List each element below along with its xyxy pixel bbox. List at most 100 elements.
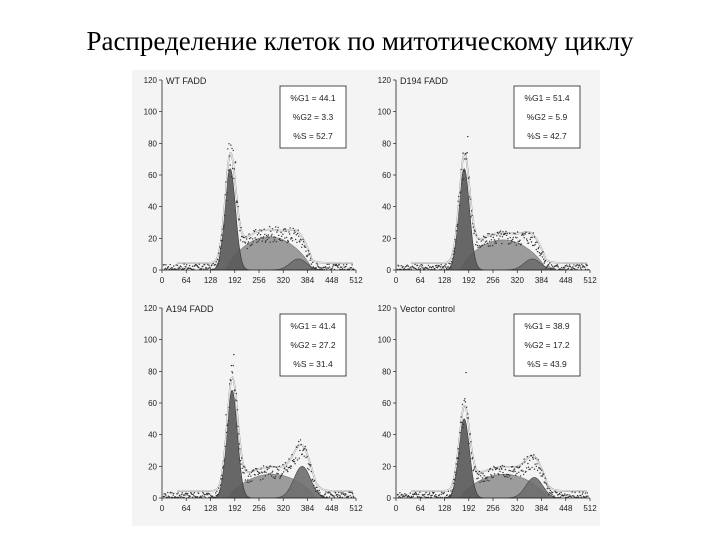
x-tick-label: 128 (204, 504, 218, 513)
data-point (542, 258, 545, 260)
data-point (279, 239, 282, 242)
data-point (566, 494, 568, 496)
data-point (585, 263, 587, 266)
data-point (173, 265, 175, 267)
data-point (325, 267, 327, 269)
data-point (419, 268, 422, 270)
data-point (336, 493, 338, 496)
data-point (473, 468, 475, 471)
data-point (268, 467, 270, 469)
x-tick-label: 0 (160, 504, 165, 513)
data-point (254, 237, 256, 239)
stats-line: %G2 = 27.2 (290, 340, 335, 350)
data-point (299, 439, 302, 441)
data-point (540, 475, 542, 477)
data-point (219, 484, 222, 486)
data-point (563, 494, 565, 496)
data-point (573, 495, 575, 497)
data-point (576, 264, 579, 266)
data-point (460, 168, 462, 171)
x-tick-label: 320 (277, 504, 291, 513)
data-point (250, 471, 253, 473)
data-point (265, 234, 268, 237)
data-point (491, 233, 493, 236)
data-point (221, 240, 223, 242)
data-point (188, 267, 190, 270)
data-point (414, 263, 416, 266)
data-point (487, 476, 489, 478)
data-point (544, 482, 546, 484)
data-point (401, 266, 404, 269)
data-point (479, 245, 482, 248)
data-point (295, 457, 297, 459)
data-point (350, 491, 352, 494)
data-point (352, 493, 354, 495)
fit-envelope-highlight (411, 405, 587, 492)
data-point (210, 495, 213, 498)
data-point (450, 260, 453, 263)
data-point (250, 475, 252, 477)
data-point (289, 465, 291, 467)
data-point (324, 493, 327, 495)
data-point (419, 491, 421, 493)
data-point (316, 489, 319, 491)
stats-box (279, 313, 347, 377)
y-tick-label: 40 (148, 203, 157, 212)
data-point (549, 262, 551, 264)
data-point (268, 237, 270, 239)
data-point (295, 238, 297, 241)
data-point (470, 216, 472, 218)
data-point (579, 265, 581, 267)
data-point (579, 494, 582, 497)
data-point (312, 261, 314, 264)
data-point (552, 491, 554, 494)
data-point (454, 239, 456, 241)
data-point (487, 470, 490, 473)
x-tick-label: 448 (559, 504, 573, 513)
data-point (465, 371, 467, 374)
data-point (297, 444, 299, 446)
data-point (545, 267, 547, 269)
data-point (296, 459, 299, 461)
data-point (482, 235, 485, 237)
data-point (331, 267, 333, 270)
data-point (209, 267, 211, 269)
data-point (327, 267, 330, 269)
data-point (412, 265, 414, 267)
data-point (442, 266, 445, 268)
data-point (328, 263, 330, 266)
data-point (533, 236, 536, 238)
data-point (438, 265, 440, 267)
data-point (273, 239, 276, 241)
data-point (269, 472, 271, 475)
data-point (468, 442, 470, 445)
data-point (475, 471, 477, 473)
data-point (282, 471, 285, 473)
data-point (466, 417, 468, 419)
data-point (278, 234, 280, 237)
data-point (332, 266, 334, 268)
data-point (455, 473, 457, 476)
data-point (501, 236, 504, 238)
data-point (202, 265, 204, 267)
data-point (225, 431, 228, 434)
data-point (459, 421, 462, 423)
data-point (244, 466, 246, 468)
data-point (504, 475, 506, 478)
data-point (432, 266, 434, 268)
data-point (423, 267, 425, 269)
data-point (218, 252, 220, 254)
data-point (420, 263, 422, 266)
data-point (476, 241, 478, 243)
data-point (455, 241, 457, 243)
data-point (418, 496, 420, 498)
data-point (221, 234, 223, 236)
data-point (204, 263, 206, 266)
data-point (260, 468, 262, 470)
data-point (501, 464, 504, 467)
data-point (407, 268, 409, 270)
data-point (403, 495, 405, 498)
data-point (308, 463, 311, 466)
data-point (182, 267, 184, 269)
data-point (536, 250, 539, 253)
